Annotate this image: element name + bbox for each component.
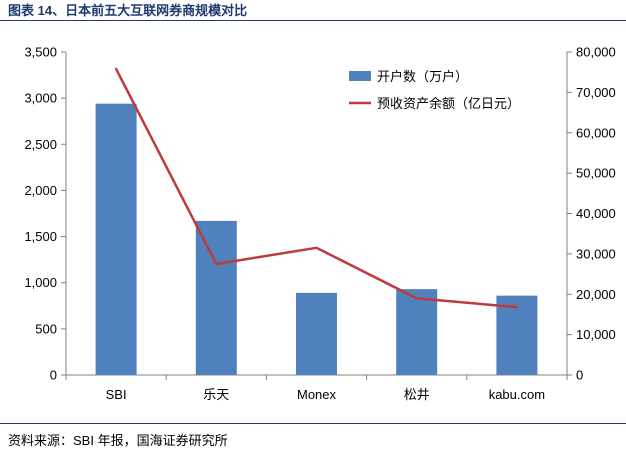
bar [296,292,337,375]
line-point [315,246,318,250]
title-divider [0,20,626,21]
y-left-tick-label: 0 [50,368,57,383]
line-point [515,305,519,309]
y-right-tick-label: 10,000 [576,327,616,342]
y-left-tick-label: 500 [35,321,57,336]
bar [396,289,438,375]
figure-title: 图表 14、日本前五大互联网券商规模对比 [8,3,248,18]
legend-swatch-bar [349,71,371,81]
y-right-tick-label: 0 [576,368,583,383]
x-tick-label: 松井 [404,387,430,402]
y-left-tick-label: 2,500 [24,137,57,152]
y-right-tick-label: 60,000 [576,125,616,140]
y-right-tick-label: 70,000 [576,85,616,100]
figure-source: 资料来源：SBI 年报，国海证券研究所 [8,433,228,448]
source-divider [0,423,626,424]
y-right-tick-label: 20,000 [576,287,616,302]
x-tick-label: kabu.com [489,387,545,402]
y-right-tick-label: 80,000 [576,45,616,60]
x-tick-label: Monex [297,387,337,402]
x-tick-label: SBI [106,387,127,402]
y-left-tick-label: 2,000 [24,183,57,198]
bar [496,295,538,375]
y-left-tick-label: 1,500 [24,229,57,244]
y-left-tick-label: 3,500 [24,45,57,60]
y-right-tick-label: 50,000 [576,166,616,181]
legend-label-bar: 开户数（万户） [377,69,468,84]
y-left-tick-label: 3,000 [24,91,57,106]
bar [195,220,237,375]
line-point [215,262,218,266]
line-point [114,67,118,71]
y-left-tick-label: 1,000 [24,275,57,290]
line-point [415,297,418,300]
x-tick-label: 乐天 [203,387,229,402]
legend-label-line: 预收资产余额（亿日元） [377,96,520,111]
bar [95,103,137,376]
y-right-tick-label: 30,000 [576,246,616,261]
y-right-tick-label: 40,000 [576,206,616,221]
